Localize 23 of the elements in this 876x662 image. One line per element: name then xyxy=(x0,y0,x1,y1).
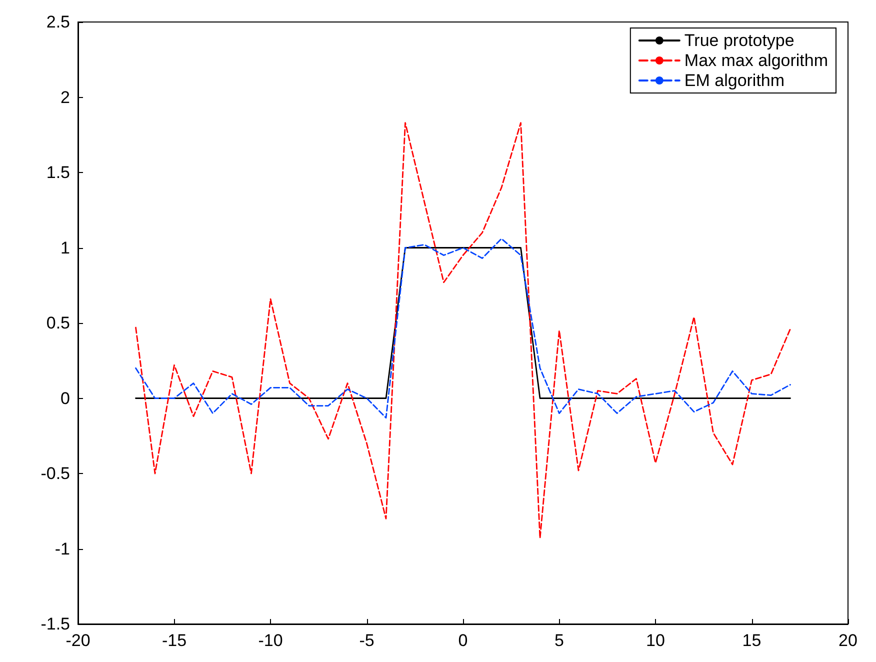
legend-label: Max max algorithm xyxy=(684,51,828,70)
legend-label: True prototype xyxy=(684,31,794,50)
line-series xyxy=(135,238,791,419)
x-tick-label: 20 xyxy=(838,631,858,650)
y-tick-label: 1 xyxy=(60,238,70,258)
y-tick-label: -0.5 xyxy=(40,464,70,483)
x-tick-label: 15 xyxy=(742,631,762,650)
x-tick-label: -20 xyxy=(66,631,90,650)
y-tick-label: 0.5 xyxy=(46,314,70,332)
y-tick-label: -1 xyxy=(54,539,70,558)
legend-label: EM algorithm xyxy=(684,71,785,90)
y-tick-label: 0 xyxy=(60,388,70,408)
y-tick-label: 2.5 xyxy=(46,12,70,32)
x-tick-label: -10 xyxy=(258,631,283,650)
x-tick-label: -5 xyxy=(359,631,374,650)
x-tick-label: 0 xyxy=(458,631,468,650)
x-tick-label: 10 xyxy=(646,631,665,650)
x-tick-label: 5 xyxy=(554,631,564,650)
y-tick-label: -1.5 xyxy=(40,614,70,634)
line-series xyxy=(135,122,791,539)
x-tick-label: -15 xyxy=(162,631,187,650)
y-tick-label: 2 xyxy=(60,88,70,107)
y-tick-label: 1.5 xyxy=(46,163,70,182)
